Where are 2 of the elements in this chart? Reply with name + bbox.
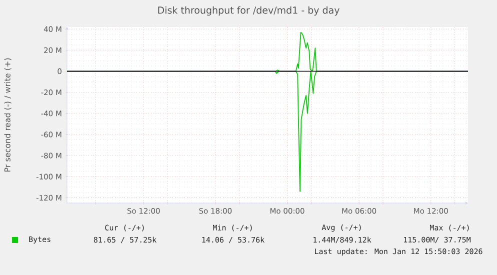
chart-title: Disk throughput for /dev/md1 - by day bbox=[158, 6, 340, 16]
y-axis-title: Pr second read (-) / write (+) bbox=[4, 58, 12, 172]
